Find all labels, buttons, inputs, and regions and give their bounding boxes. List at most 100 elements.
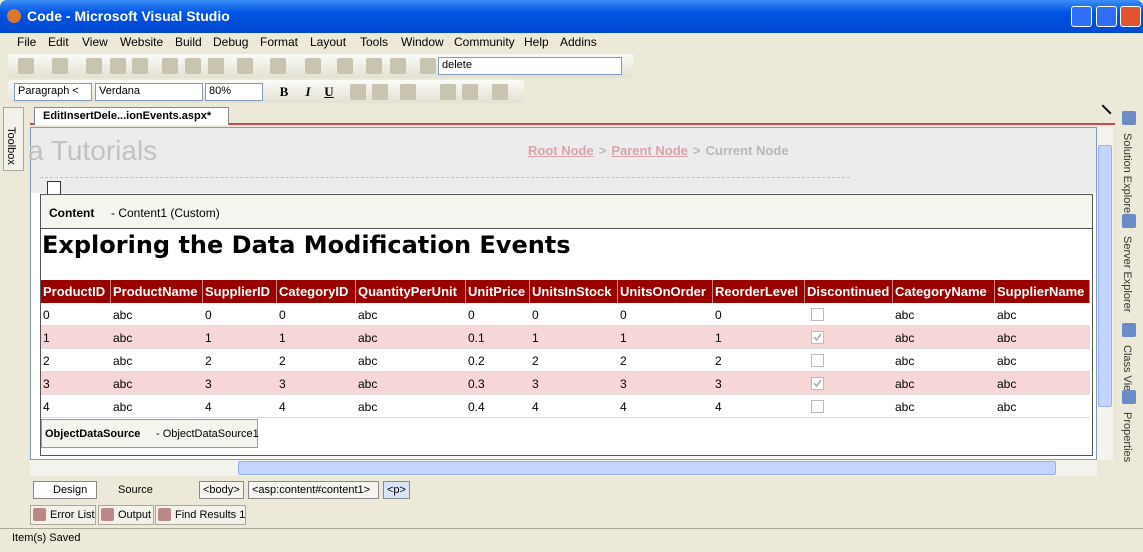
menu-item[interactable]: Build bbox=[175, 35, 202, 49]
tag-button[interactable]: <p> bbox=[383, 481, 410, 499]
tool-window-tab[interactable]: Solution Explorer bbox=[1121, 133, 1133, 217]
toolbar-icon[interactable] bbox=[366, 58, 382, 74]
toolbar-icon[interactable] bbox=[86, 58, 102, 74]
breadcrumb-link[interactable]: Parent Node bbox=[611, 143, 688, 158]
tool-strip bbox=[3, 107, 24, 171]
toolbar-icon[interactable] bbox=[208, 58, 224, 74]
format-button[interactable]: U bbox=[324, 84, 334, 99]
toolbar-icon[interactable] bbox=[18, 58, 34, 74]
toolbar-icon[interactable] bbox=[237, 58, 253, 74]
grid-cell: 2 bbox=[205, 354, 212, 368]
column-header: CategoryName bbox=[893, 280, 995, 303]
format-button[interactable]: I bbox=[305, 84, 311, 99]
tag-button[interactable]: <body> bbox=[199, 481, 244, 499]
breadcrumb-link[interactable]: Root Node bbox=[528, 143, 594, 158]
toolbar-icon[interactable] bbox=[350, 84, 366, 100]
tool-icon bbox=[1122, 390, 1136, 404]
toolbar-icon[interactable] bbox=[337, 58, 353, 74]
menu-item[interactable]: Help bbox=[524, 35, 549, 49]
menu-item[interactable]: Window bbox=[401, 35, 444, 49]
menu-item[interactable]: Addins bbox=[560, 35, 597, 49]
column-header: SupplierID bbox=[203, 280, 277, 303]
toolbar-icon[interactable] bbox=[372, 84, 388, 100]
toolbar-icon[interactable] bbox=[110, 58, 126, 74]
view-tab[interactable]: Source bbox=[98, 481, 158, 499]
menu-item[interactable]: Layout bbox=[310, 35, 347, 49]
grid-cell: 0 bbox=[205, 308, 212, 322]
site-title: a Tutorials bbox=[28, 135, 158, 166]
content-label: Content bbox=[49, 206, 95, 220]
view-tab[interactable]: Design bbox=[33, 481, 97, 499]
menu-item[interactable]: Edit bbox=[48, 35, 69, 49]
format-dropdown[interactable]: Paragraph < bbox=[14, 83, 92, 101]
toolbar-icon[interactable] bbox=[400, 84, 416, 100]
grid-cell: 0 bbox=[620, 308, 627, 322]
grid-cell: 0 bbox=[532, 308, 539, 322]
column-header: CategoryID bbox=[277, 280, 356, 303]
grid-cell: abc bbox=[358, 354, 378, 368]
breadcrumb-separator: > bbox=[598, 143, 607, 158]
format-button[interactable]: B bbox=[279, 84, 289, 99]
minimize-button[interactable] bbox=[1071, 6, 1092, 27]
grid-cell: abc bbox=[113, 308, 133, 322]
scroll-thumb[interactable] bbox=[238, 461, 1056, 475]
toolbar-icon[interactable] bbox=[492, 84, 508, 100]
grid-cell: 1 bbox=[279, 331, 286, 345]
grid-cell: 3 bbox=[205, 377, 212, 391]
tool-window-tab[interactable]: Server Explorer bbox=[1121, 236, 1133, 313]
format-dropdown[interactable]: Verdana bbox=[95, 83, 203, 101]
grid-cell: abc bbox=[113, 331, 133, 345]
tool-icon bbox=[1122, 214, 1136, 228]
close-button[interactable] bbox=[1120, 6, 1141, 27]
search-box[interactable]: delete bbox=[438, 57, 622, 75]
toolbar-icon[interactable] bbox=[420, 58, 436, 74]
datasource-detail: - ObjectDataSource1 bbox=[156, 428, 259, 440]
menu-item[interactable]: Tools bbox=[360, 35, 389, 49]
grid-cell: abc bbox=[895, 354, 915, 368]
menu-item[interactable]: Website bbox=[120, 35, 164, 49]
document-tab[interactable]: EditInsertDele...ionEvents.aspx* bbox=[34, 107, 229, 125]
checkbox bbox=[811, 308, 824, 321]
menu-item[interactable]: File bbox=[17, 35, 37, 49]
grid-cell: abc bbox=[895, 308, 915, 322]
grid-row bbox=[41, 372, 1090, 395]
menu-item[interactable]: View bbox=[82, 35, 108, 49]
window-title: Code - Microsoft Visual Studio bbox=[27, 8, 230, 24]
toolbar-icon[interactable] bbox=[52, 58, 68, 74]
menu-item[interactable]: Format bbox=[260, 35, 299, 49]
grid-cell: 2 bbox=[620, 354, 627, 368]
tag-button[interactable]: <asp:content#content1> bbox=[248, 481, 379, 499]
grid-cell: abc bbox=[895, 331, 915, 345]
content-header bbox=[41, 195, 1092, 229]
grid-cell: abc bbox=[997, 354, 1017, 368]
column-header: ProductID bbox=[41, 280, 111, 303]
title-bar bbox=[0, 0, 1143, 33]
tab-icon bbox=[101, 508, 114, 521]
scroll-thumb[interactable] bbox=[1098, 145, 1112, 407]
toolbar-icon[interactable] bbox=[270, 58, 286, 74]
content-detail: - Content1 (Custom) bbox=[111, 206, 220, 220]
menu-item[interactable]: Debug bbox=[213, 35, 249, 49]
toolbar-icon[interactable] bbox=[162, 58, 178, 74]
output-tab[interactable]: Error List bbox=[30, 505, 96, 525]
tool-window-tab[interactable]: Class View bbox=[1121, 345, 1133, 400]
toolbar-icon[interactable] bbox=[390, 58, 406, 74]
content-region bbox=[40, 194, 1093, 456]
toolbar-icon[interactable] bbox=[462, 84, 478, 100]
grid-cell: abc bbox=[358, 377, 378, 391]
toolbar-icon[interactable] bbox=[305, 58, 321, 74]
menu-item[interactable]: Community bbox=[454, 35, 515, 49]
toolbox-tab[interactable]: Toolbox bbox=[5, 127, 17, 165]
move-handle bbox=[47, 181, 61, 195]
toolbar-icon[interactable] bbox=[440, 84, 456, 100]
output-tab[interactable]: Find Results 1 bbox=[155, 505, 246, 525]
format-dropdown[interactable]: 80% bbox=[205, 83, 263, 101]
grid-cell: abc bbox=[895, 400, 915, 414]
tool-window-tab[interactable]: Properties bbox=[1121, 412, 1133, 463]
toolbar-icon[interactable] bbox=[185, 58, 201, 74]
check bbox=[813, 379, 822, 388]
grid-cell: 0.3 bbox=[468, 377, 485, 391]
maximize-button[interactable] bbox=[1096, 6, 1117, 27]
toolbar-icon[interactable] bbox=[132, 58, 148, 74]
